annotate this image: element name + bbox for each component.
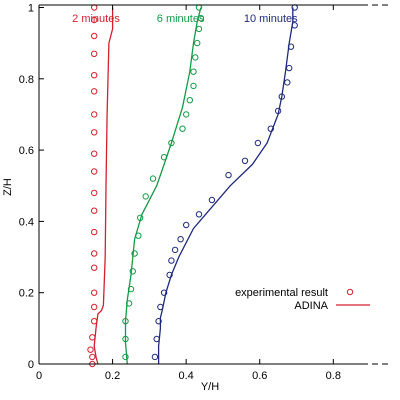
experimental-point xyxy=(91,318,98,325)
experimental-point xyxy=(91,250,98,257)
experimental-point xyxy=(284,79,291,86)
experimental-point xyxy=(91,4,98,11)
experimental-point xyxy=(208,196,216,204)
experimental-point xyxy=(291,22,298,29)
experimental-point xyxy=(127,285,135,293)
series-line xyxy=(157,7,294,364)
experimental-point xyxy=(194,39,201,47)
y-tick-label: 0 xyxy=(28,359,34,371)
experimental-point xyxy=(91,207,98,214)
experimental-point xyxy=(267,125,274,132)
experimental-point xyxy=(153,335,160,343)
experimental-point xyxy=(195,25,203,33)
experimental-point xyxy=(183,111,190,118)
experimental-point xyxy=(157,303,164,311)
experimental-point xyxy=(125,300,133,307)
x-tick-label: 0.8 xyxy=(326,370,341,382)
y-tick-label: 0.2 xyxy=(19,288,34,300)
experimental-point xyxy=(149,175,157,182)
series-label: 2 minutes xyxy=(72,13,120,25)
experimental-point xyxy=(278,93,285,100)
experimental-point xyxy=(166,271,173,279)
experimental-point xyxy=(155,318,162,325)
experimental-point xyxy=(137,214,144,222)
legend-marker-symbol xyxy=(346,288,354,296)
legend-marker-label: experimental result xyxy=(235,287,328,299)
experimental-point xyxy=(142,193,149,200)
experimental-point xyxy=(254,139,262,147)
x-tick-label: 0 xyxy=(36,370,42,382)
experimental-point xyxy=(91,150,98,157)
experimental-point xyxy=(195,211,203,218)
y-tick-label: 1 xyxy=(28,2,34,14)
series-label: 6 minutes xyxy=(157,13,205,25)
experimental-point xyxy=(151,353,159,361)
axes: 0 0.2 0.4 0.6 0.8 0 0.2 0.4 0.6 0.8 1 xyxy=(19,2,390,382)
experimental-point xyxy=(197,15,205,22)
experimental-point xyxy=(192,54,199,61)
experimental-point xyxy=(171,246,179,254)
experimental-point xyxy=(286,64,293,72)
experimental-point xyxy=(91,111,98,118)
experimental-point xyxy=(186,97,194,104)
experimental-point xyxy=(190,82,197,90)
experimental-point xyxy=(91,32,98,40)
experimental-point xyxy=(91,189,98,197)
y-tick-label: 0.4 xyxy=(19,216,34,228)
experimental-point xyxy=(131,250,138,257)
experimental-point xyxy=(179,125,186,132)
x-tick-label: 0.2 xyxy=(105,370,120,382)
x-axis-label: Y/H xyxy=(201,381,219,393)
experimental-point xyxy=(122,335,129,343)
experimental-point xyxy=(177,236,184,243)
experimental-point xyxy=(225,171,232,179)
experimental-point xyxy=(89,353,96,361)
legend-line-label: ADINA xyxy=(294,300,328,312)
y-axis-label: Z/H xyxy=(2,178,14,196)
series-line xyxy=(93,7,114,365)
experimental-point xyxy=(91,264,98,271)
series-line xyxy=(124,7,202,365)
experimental-point xyxy=(168,257,175,264)
experimental-point xyxy=(160,154,168,161)
experimental-point xyxy=(91,289,98,296)
experimental-point xyxy=(91,168,98,175)
experimental-point xyxy=(91,303,98,311)
experimental-point xyxy=(91,228,98,236)
plot-area xyxy=(87,4,298,368)
y-tick-label: 0.8 xyxy=(19,74,34,86)
experimental-point xyxy=(183,221,190,229)
experimental-point xyxy=(91,88,98,95)
experimental-point xyxy=(87,346,94,353)
x-tick-label: 0.4 xyxy=(179,370,194,382)
experimental-point xyxy=(91,16,98,24)
experimental-point xyxy=(168,139,175,147)
x-tick-label: 0.6 xyxy=(252,370,267,382)
experimental-point xyxy=(274,107,282,115)
series-labels: 2 minutes 6 minutes 10 minutes xyxy=(72,13,298,25)
experimental-point xyxy=(91,129,98,136)
experimental-point xyxy=(122,318,129,325)
experimental-point xyxy=(135,232,142,239)
experimental-point xyxy=(129,268,137,275)
experimental-point xyxy=(89,334,96,341)
experimental-point xyxy=(190,68,197,75)
experimental-point xyxy=(287,43,295,50)
experimental-point xyxy=(91,72,98,79)
experimental-point xyxy=(241,157,249,165)
experimental-point xyxy=(91,50,98,57)
experimental-point xyxy=(160,289,168,296)
y-tick-label: 0.6 xyxy=(19,145,34,157)
experimental-point xyxy=(122,353,129,361)
series-label: 10 minutes xyxy=(244,13,298,25)
